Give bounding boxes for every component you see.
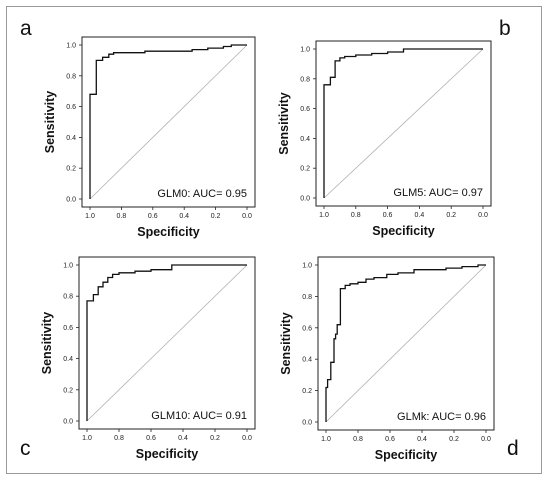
x-axis-title: Specificity — [372, 224, 435, 238]
y-tick-label: 0.0 — [66, 197, 76, 204]
reference-diagonal — [323, 48, 484, 199]
y-tick-label: 1.0 — [300, 47, 310, 54]
reference-diagonal — [86, 264, 248, 422]
y-tick-label: 0.0 — [63, 419, 73, 426]
x-tick-label: 0.4 — [417, 436, 427, 443]
figure-frame — [6, 6, 542, 474]
x-tick-label: 1.0 — [319, 212, 329, 219]
y-tick-label: 0.2 — [63, 387, 73, 394]
y-tick-label: 0.8 — [63, 294, 73, 301]
panel-letter-a: a — [20, 17, 32, 40]
y-axis-title: Sensitivity — [40, 312, 54, 375]
y-tick-label: 0.4 — [302, 357, 312, 364]
x-axis-title: Specificity — [136, 447, 199, 461]
y-tick-label: 0.8 — [66, 73, 76, 80]
x-tick-label: 0.6 — [383, 212, 393, 219]
y-tick-label: 0.0 — [302, 420, 312, 427]
y-tick-label: 0.6 — [66, 104, 76, 111]
roc-curve — [89, 44, 247, 199]
roc-panel-b: 1.0 0.8 0.6 0.4 0.2 0.0 0.0 0.2 0.4 0.6 0.8 1.0 Spec… — [277, 40, 492, 238]
reference-diagonal — [89, 44, 248, 200]
x-tick-label: 0.8 — [351, 212, 361, 219]
x-tick-label: 0.2 — [449, 436, 459, 443]
roc-panel-a: 1.0 0.8 0.6 0.4 0.2 0.0 0.0 0.2 0.4 0.6 0.8 1.0 Spec… — [43, 36, 256, 239]
y-tick-label: 0.6 — [63, 325, 73, 332]
x-tick-label: 0.0 — [478, 212, 488, 219]
auc-annotation: GLM10: AUC= 0.91 — [151, 410, 247, 422]
y-tick-label: 0.0 — [300, 196, 310, 203]
y-axis-title: Sensitivity — [277, 92, 291, 155]
reference-diagonal — [325, 264, 487, 423]
y-tick-label: 1.0 — [63, 263, 73, 270]
roc-curve — [325, 264, 486, 422]
y-tick-label: 1.0 — [66, 43, 76, 50]
y-tick-label: 0.2 — [300, 166, 310, 173]
y-tick-label: 0.4 — [63, 356, 73, 363]
x-tick-label: 0.6 — [146, 435, 156, 442]
y-axis-title: Sensitivity — [43, 91, 57, 154]
x-tick-label: 1.0 — [85, 213, 95, 220]
roc-curve — [86, 264, 247, 421]
y-tick-label: 0.6 — [302, 325, 312, 332]
y-tick-label: 0.8 — [300, 76, 310, 83]
plot-box — [317, 256, 495, 431]
auc-annotation: GLMk: AUC= 0.96 — [397, 411, 486, 423]
x-tick-label: 0.2 — [211, 213, 221, 220]
plot-box — [81, 36, 256, 208]
roc-panel-c: 1.0 0.8 0.6 0.4 0.2 0.0 0.0 0.2 0.4 0.6 0.8 1.0 Spec… — [40, 256, 256, 461]
plot-box — [315, 40, 492, 207]
x-tick-label: 0.0 — [242, 213, 252, 220]
x-tick-label: 0.2 — [210, 435, 220, 442]
x-tick-label: 0.6 — [148, 213, 158, 220]
x-tick-label: 0.2 — [446, 212, 456, 219]
x-tick-label: 0.4 — [179, 213, 189, 220]
y-tick-label: 0.2 — [302, 388, 312, 395]
x-tick-label: 0.0 — [481, 436, 491, 443]
panel-letter-d: d — [507, 437, 519, 460]
auc-annotation: GLM5: AUC= 0.97 — [393, 187, 483, 199]
y-tick-label: 0.2 — [66, 166, 76, 173]
y-tick-label: 1.0 — [302, 263, 312, 270]
y-tick-label: 0.8 — [302, 294, 312, 301]
x-tick-label: 0.8 — [114, 435, 124, 442]
auc-annotation: GLM0: AUC= 0.95 — [157, 188, 247, 200]
x-tick-label: 0.4 — [178, 435, 188, 442]
y-tick-label: 0.4 — [66, 135, 76, 142]
plot-box — [78, 256, 256, 430]
x-tick-label: 1.0 — [82, 435, 92, 442]
roc-panel-d: 1.0 0.8 0.6 0.4 0.2 0.0 0.0 0.2 0.4 0.6 0.8 1.0 Spec… — [279, 256, 495, 462]
x-tick-label: 0.4 — [415, 212, 425, 219]
x-tick-label: 0.0 — [242, 435, 252, 442]
x-tick-label: 1.0 — [321, 436, 331, 443]
x-axis-title: Specificity — [137, 225, 200, 239]
y-tick-label: 0.6 — [300, 106, 310, 113]
x-tick-label: 0.8 — [117, 213, 127, 220]
panel-letter-c: c — [20, 437, 31, 460]
roc-curve — [323, 48, 483, 198]
x-tick-label: 0.8 — [353, 436, 363, 443]
panel-letter-b: b — [499, 17, 511, 40]
y-axis-title: Sensitivity — [279, 312, 293, 375]
y-tick-label: 0.4 — [300, 136, 310, 143]
x-tick-label: 0.6 — [385, 436, 395, 443]
x-axis-title: Specificity — [375, 448, 438, 462]
